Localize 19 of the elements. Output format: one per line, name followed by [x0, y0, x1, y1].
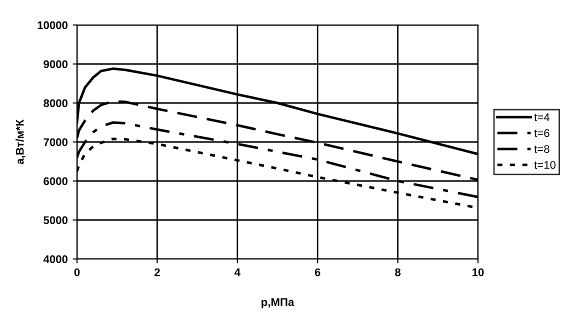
y-axis-title: a,Вт/м*К [16, 119, 26, 164]
x-tick-label: 10 [472, 268, 484, 276]
y-tick-label: 10000 [38, 21, 68, 30]
x-tick-label: 2 [154, 268, 160, 276]
legend-label: t=6 [534, 129, 550, 138]
legend-label: t=10 [534, 160, 556, 169]
legend-label: t=4 [534, 113, 550, 122]
y-tick-label: 8000 [44, 99, 68, 108]
legend-label: t=8 [534, 145, 550, 153]
y-tick-label: 7000 [44, 138, 68, 146]
y-tick-label: 9000 [44, 60, 68, 68]
x-tick-label: 4 [234, 268, 240, 276]
y-tick-label: 5000 [44, 216, 68, 224]
x-tick-label: 0 [74, 268, 80, 276]
x-tick-label: 6 [314, 268, 320, 276]
x-tick-label: 8 [395, 268, 401, 276]
y-tick-label: 6000 [44, 177, 68, 186]
x-axis-title: p,МПа [262, 298, 294, 308]
y-tick-label: 4000 [43, 255, 68, 264]
